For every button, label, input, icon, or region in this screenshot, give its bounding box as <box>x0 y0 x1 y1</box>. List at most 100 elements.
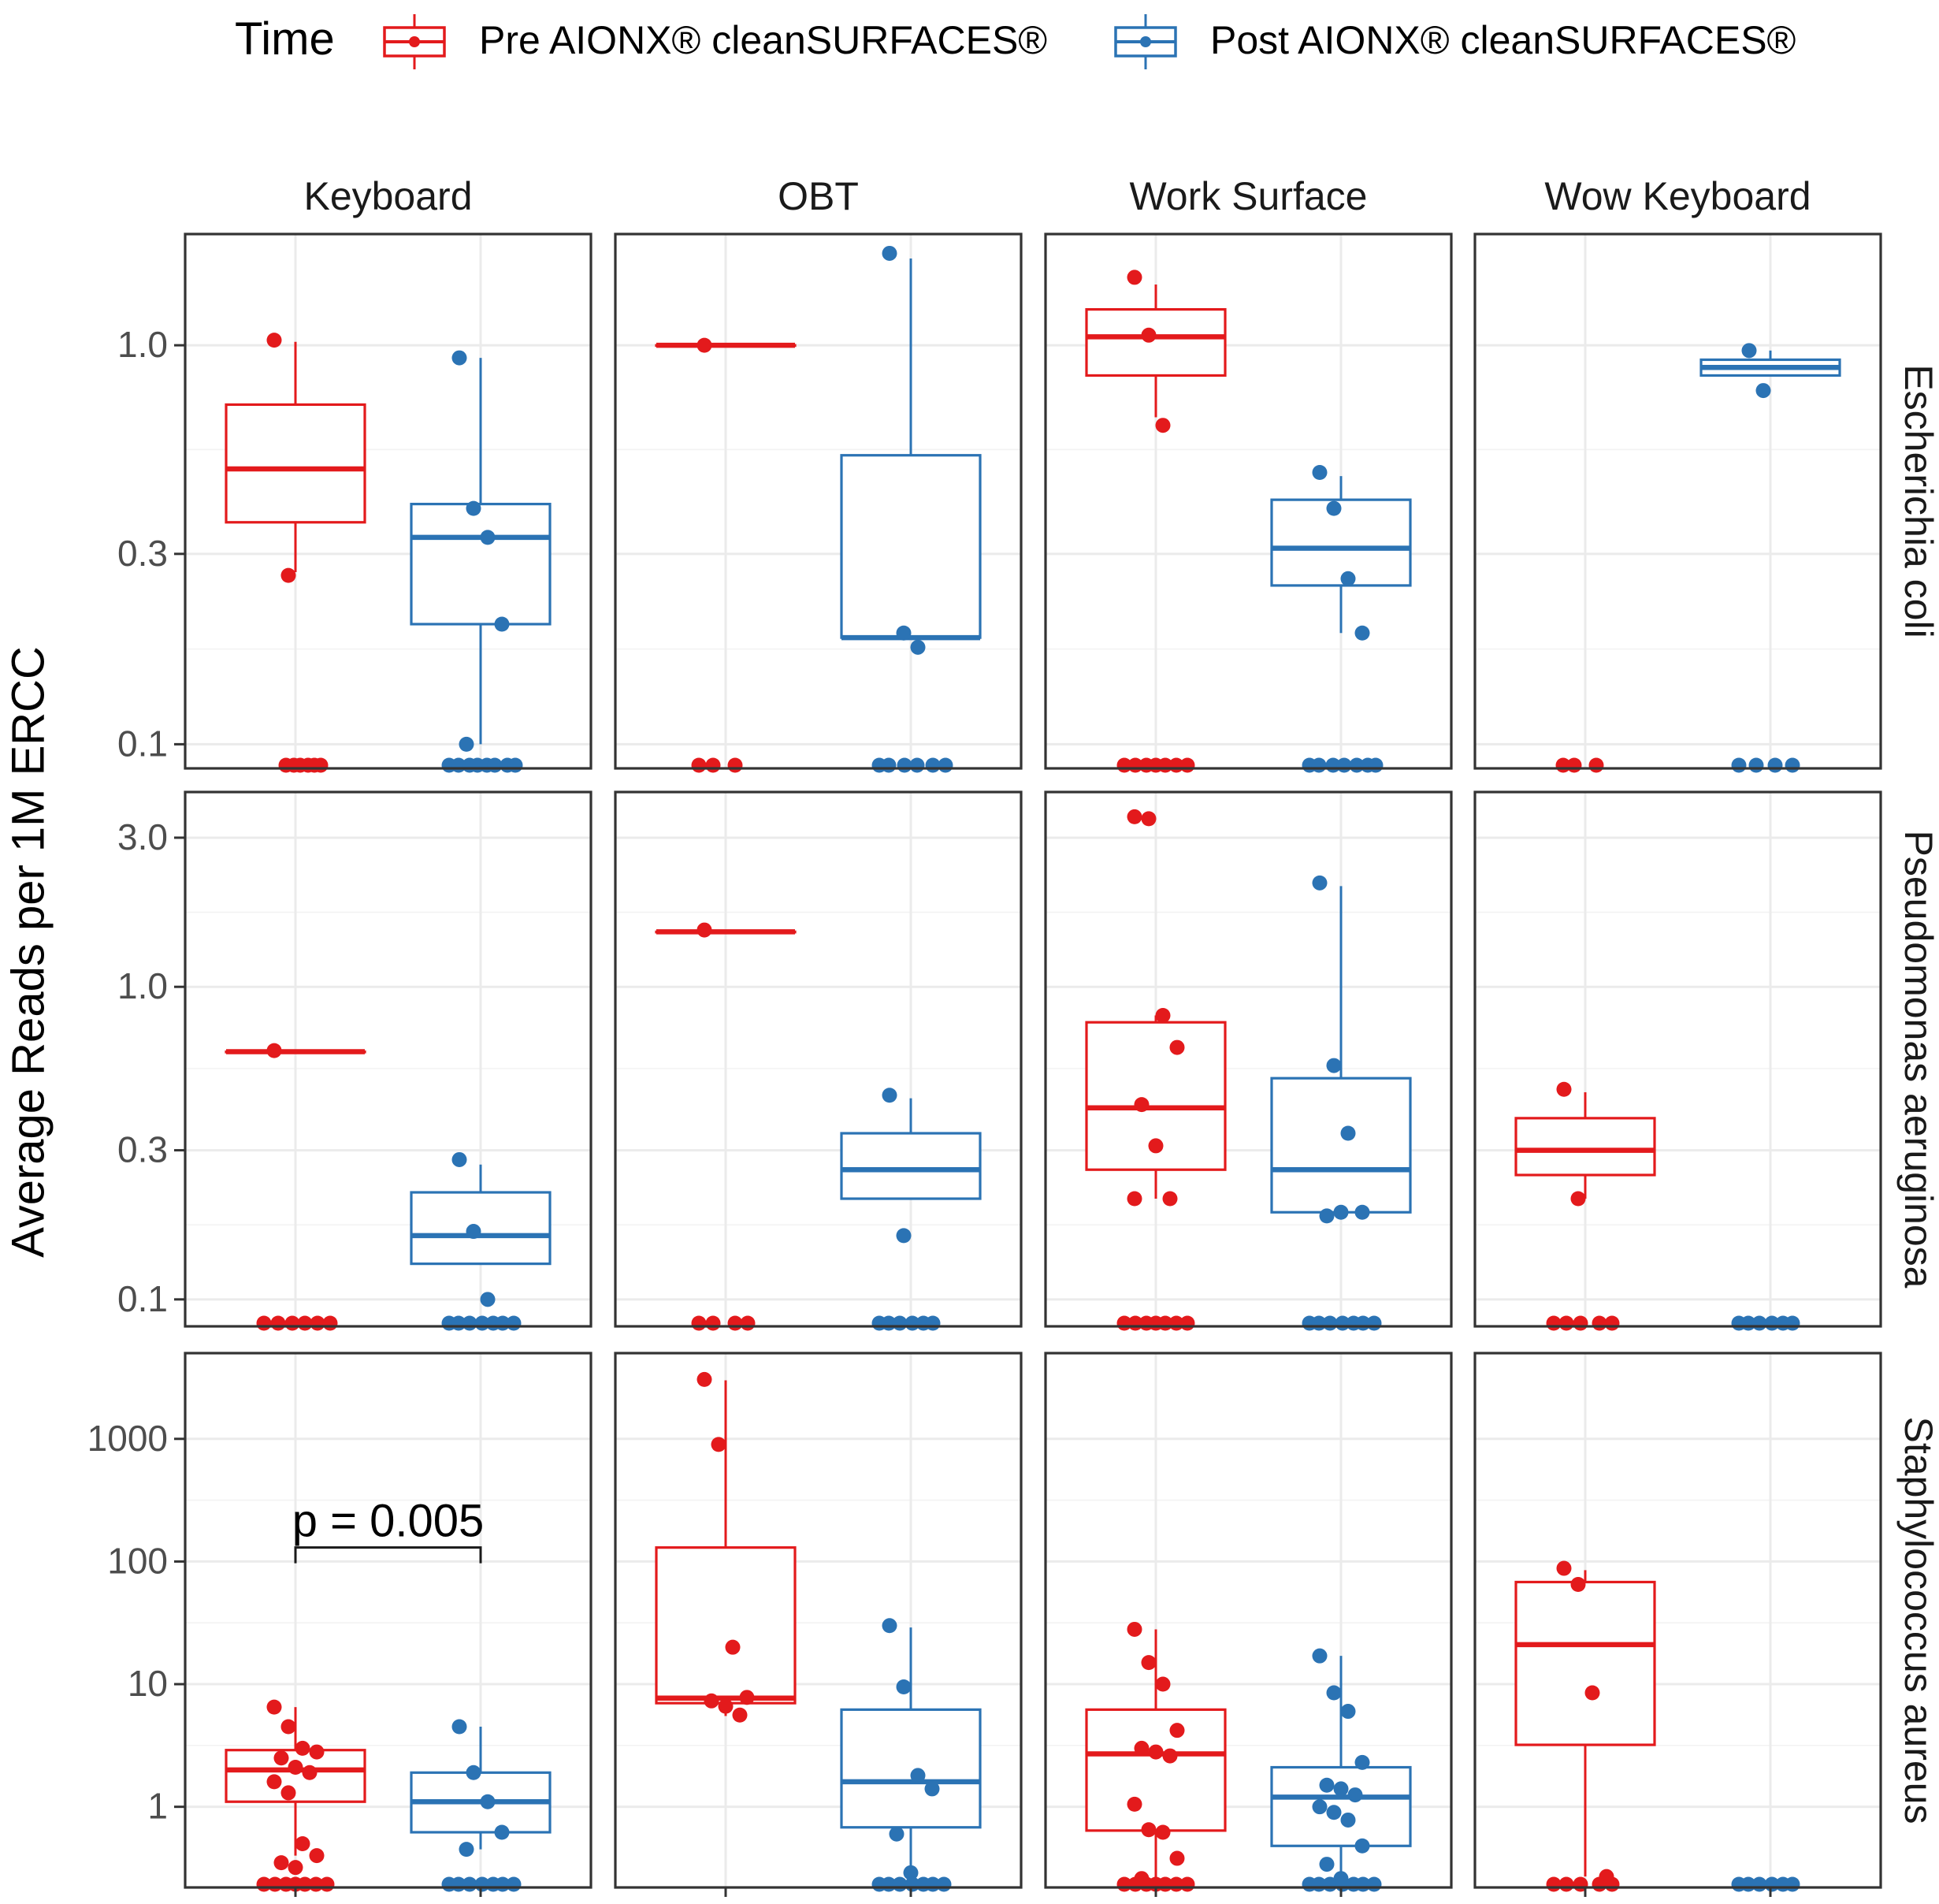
zero-point <box>705 1315 721 1331</box>
data-point <box>1570 1191 1586 1207</box>
data-point <box>273 1855 289 1871</box>
panel-background <box>1475 792 1881 1326</box>
data-point <box>696 1371 712 1387</box>
zero-point <box>936 1876 952 1892</box>
row-label-staphylococcus-aureus: Staphylococcus aureus <box>1896 1417 1939 1824</box>
panel-escherichia-coli-wow-keyboard <box>1473 232 1882 773</box>
panel-border <box>614 232 1023 770</box>
legend-title: Time <box>235 13 335 65</box>
data-point <box>1155 1007 1171 1023</box>
data-point <box>266 1699 282 1715</box>
data-point <box>924 1781 940 1797</box>
panel-background <box>1475 234 1881 768</box>
zero-point <box>1311 757 1327 773</box>
y-tick-label: 100 <box>107 1540 168 1581</box>
panel-border <box>614 1352 1023 1889</box>
zero-point <box>691 1315 707 1331</box>
data-point <box>494 1824 510 1840</box>
data-point <box>711 1437 726 1452</box>
zero-point <box>1573 1315 1588 1331</box>
column-label-keyboard: Keyboard <box>303 174 472 218</box>
panel-border <box>1473 232 1882 770</box>
legend: Time Pre AIONX® cleanSURFACES® Post AION… <box>0 0 1939 87</box>
data-point <box>1155 1676 1171 1692</box>
data-point <box>1319 1777 1335 1793</box>
y-tick-label: 0.1 <box>117 723 168 764</box>
data-point <box>1312 1799 1328 1815</box>
data-point <box>1155 418 1171 433</box>
box-iqr <box>1085 308 1227 377</box>
data-point <box>280 1719 296 1735</box>
zero-point <box>1179 1876 1195 1892</box>
zero-point <box>1748 757 1764 773</box>
data-point <box>451 350 467 366</box>
data-point <box>910 639 926 655</box>
significance-bracket <box>294 1546 482 1564</box>
data-point <box>1312 1648 1328 1664</box>
data-point <box>1127 1796 1142 1812</box>
data-point <box>494 616 510 632</box>
panel-border <box>614 790 1023 1328</box>
box-iqr <box>840 454 982 639</box>
zero-point <box>1558 1876 1574 1892</box>
box-iqr <box>410 502 552 626</box>
zero-point <box>322 1315 338 1331</box>
data-point <box>1169 1850 1185 1866</box>
data-point <box>459 736 474 752</box>
zero-point <box>881 757 897 773</box>
zero-point <box>691 757 707 773</box>
data-point <box>1134 1097 1150 1113</box>
legend-key-post <box>1114 14 1177 69</box>
panel-border <box>184 232 592 770</box>
data-point <box>1333 1204 1349 1220</box>
column-label-obt: OBT <box>778 174 859 218</box>
data-point <box>1319 1208 1335 1224</box>
column-label-wow-keyboard: Wow Keyboard <box>1544 174 1811 218</box>
data-point <box>882 1088 897 1103</box>
data-point <box>1347 1787 1363 1803</box>
panel-escherichia-coli-work-surface <box>1044 232 1453 773</box>
data-point <box>1134 1740 1150 1756</box>
zero-point <box>705 757 721 773</box>
data-point <box>451 1719 467 1735</box>
data-point <box>696 337 712 353</box>
zero-point <box>727 757 743 773</box>
panel-staphylococcus-aureus-work-surface <box>1044 1352 1453 1897</box>
zero-point <box>313 757 329 773</box>
zero-point <box>938 757 953 773</box>
data-point <box>466 500 481 516</box>
data-point <box>1141 1822 1157 1838</box>
data-point <box>266 333 282 348</box>
zero-point <box>256 1315 272 1331</box>
data-point <box>480 1794 496 1809</box>
zero-point <box>1588 757 1604 773</box>
zero-point <box>1785 1876 1800 1892</box>
panel-escherichia-coli-obt <box>614 232 1023 773</box>
zero-point <box>1604 1876 1620 1892</box>
zero-point <box>1366 1315 1382 1331</box>
data-point <box>1127 1621 1142 1637</box>
zero-point <box>1366 1876 1382 1892</box>
data-point <box>1584 1685 1600 1701</box>
data-point <box>1169 1723 1185 1739</box>
data-point <box>1570 1577 1586 1593</box>
y-tick-label: 0.3 <box>117 533 168 574</box>
data-point <box>889 1826 904 1842</box>
data-point <box>1326 1058 1342 1073</box>
y-tick-label: 3.0 <box>117 816 168 857</box>
box-iqr <box>1085 1708 1227 1832</box>
box-iqr <box>1514 1117 1656 1177</box>
data-point <box>1333 1781 1349 1797</box>
zero-point <box>506 1315 522 1331</box>
y-tick-label: 0.1 <box>117 1278 168 1319</box>
data-point <box>1148 1744 1164 1760</box>
data-point <box>1340 1812 1356 1828</box>
data-point <box>1326 500 1342 516</box>
data-point <box>1162 1748 1178 1764</box>
data-point <box>273 1750 289 1766</box>
panel-staphylococcus-aureus-obt <box>614 1352 1023 1897</box>
box-iqr <box>1270 498 1412 587</box>
data-point <box>1127 1191 1142 1207</box>
data-point <box>696 922 712 938</box>
box-iqr <box>410 1191 552 1266</box>
